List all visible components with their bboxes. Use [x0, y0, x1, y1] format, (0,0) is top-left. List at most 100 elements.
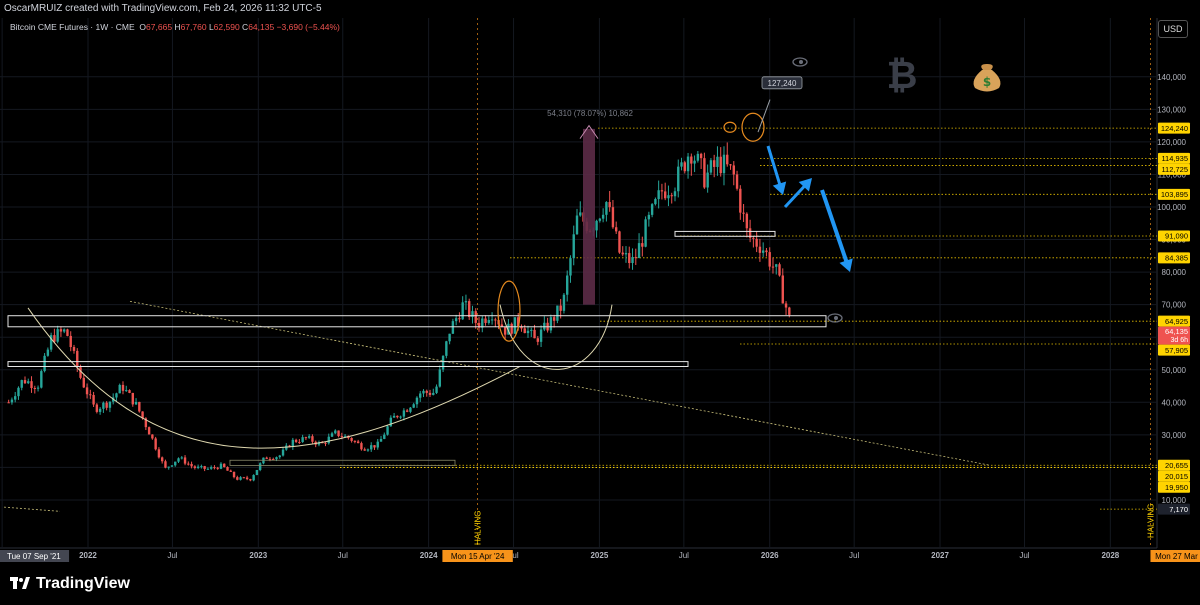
candle-body	[647, 214, 651, 220]
candle-body	[644, 219, 647, 247]
candle-body	[125, 390, 128, 392]
price-level-tag	[1158, 122, 1190, 134]
candle-body	[579, 212, 582, 216]
candle-body	[249, 479, 252, 481]
candle-body	[481, 318, 484, 328]
price-level-label: 112,725	[1161, 165, 1188, 174]
candle-body	[775, 264, 778, 267]
candle-body	[160, 457, 164, 462]
candle-body	[500, 324, 504, 327]
last-price-tag	[1158, 326, 1190, 345]
candle-body	[363, 449, 366, 451]
candle-body	[294, 439, 298, 442]
candle-body	[223, 463, 226, 468]
blue-arrow-head	[772, 181, 787, 195]
blue-arrow-head	[798, 178, 812, 192]
candle-body	[399, 416, 402, 418]
open-label: O	[139, 22, 147, 32]
candle-body	[324, 442, 327, 444]
callout-pointer	[757, 99, 771, 133]
eye-icon	[827, 313, 843, 323]
x-tick-label: 2027	[931, 551, 949, 560]
candle-body	[742, 212, 745, 214]
candle-body	[82, 377, 85, 388]
candle-body	[530, 329, 533, 331]
descending-trendline	[129, 301, 991, 466]
candle-body	[36, 387, 40, 389]
candle-body	[631, 257, 634, 264]
attribution-bar: OscarMRUIZ created with TradingView.com,…	[0, 0, 1200, 18]
candle-body	[164, 461, 167, 468]
candle-body	[621, 252, 624, 255]
candle-body	[474, 311, 477, 323]
measure-label: 54,310 (78.07%) 10,862	[547, 109, 633, 118]
candle-body	[425, 390, 428, 393]
candle-body	[477, 322, 481, 328]
candle-body	[415, 397, 419, 405]
candle-body	[598, 218, 602, 221]
candle-body	[454, 318, 458, 322]
resistance-zone	[7, 315, 827, 328]
candle-body	[350, 438, 353, 441]
candle-body	[601, 214, 605, 219]
x-highlight-bg	[442, 550, 513, 562]
x-tick-label: 2024	[420, 551, 438, 560]
candle-body	[383, 434, 386, 439]
price-chart[interactable]: 10,00020,00030,00040,00050,00060,00070,0…	[0, 18, 1200, 566]
y-tick-label: 30,000	[1162, 431, 1187, 440]
candle-body	[226, 467, 229, 471]
candle-body	[196, 466, 200, 468]
candle-body	[771, 266, 775, 268]
price-level-label: 64,925	[1165, 317, 1188, 326]
candle-body	[177, 458, 180, 462]
candle-body	[768, 252, 771, 267]
price-level-tag	[1158, 503, 1190, 515]
candle-body	[735, 174, 739, 189]
candle-body	[510, 323, 513, 334]
candle-body	[151, 434, 154, 439]
candle-body	[170, 465, 174, 467]
candle-body	[422, 390, 425, 394]
candle-body	[187, 463, 190, 465]
candle-body	[748, 228, 752, 238]
candle-body	[726, 154, 729, 165]
candle-body	[10, 399, 14, 403]
labels: HALVING HALVING 124,240 114,935 112,725 103,8…	[474, 53, 1190, 545]
tradingview-logo[interactable]: TradingView	[10, 575, 130, 593]
candle-body	[203, 466, 206, 469]
candle-body	[732, 165, 735, 175]
candle-body	[98, 408, 102, 412]
close-label: C	[242, 22, 249, 32]
candle-body	[660, 190, 664, 192]
x-tick-label: 2028	[1101, 551, 1119, 560]
candle-body	[657, 190, 660, 200]
candle-body	[236, 477, 239, 480]
handle-arc	[499, 304, 613, 370]
candle-body	[409, 407, 412, 412]
candles	[7, 142, 791, 482]
halving-label: HALVING	[1146, 503, 1155, 538]
candle-body	[461, 302, 464, 320]
eye-icon	[792, 57, 808, 67]
candle-body	[144, 418, 148, 428]
price-level-label: 124,240	[1161, 124, 1188, 133]
candle-body	[739, 188, 742, 213]
candle-body	[301, 437, 304, 442]
y-tick-label: 130,000	[1157, 105, 1186, 114]
candle-body	[712, 160, 716, 167]
x-highlight-label: Mon 27 Mar	[1155, 552, 1198, 561]
eye-outline	[827, 313, 843, 323]
candle-body	[507, 323, 510, 335]
candle-body	[23, 380, 27, 384]
candle-body	[729, 164, 732, 166]
candle-body	[552, 317, 556, 321]
y-tick-label: 40,000	[1162, 398, 1187, 407]
candle-body	[79, 367, 82, 378]
candle-body	[193, 466, 197, 468]
candle-body	[131, 392, 134, 405]
candle-body	[389, 417, 393, 427]
candle-body	[265, 457, 268, 459]
candle-body	[758, 246, 762, 253]
candle-body	[441, 355, 445, 370]
currency-button[interactable]: USD	[1158, 20, 1188, 38]
